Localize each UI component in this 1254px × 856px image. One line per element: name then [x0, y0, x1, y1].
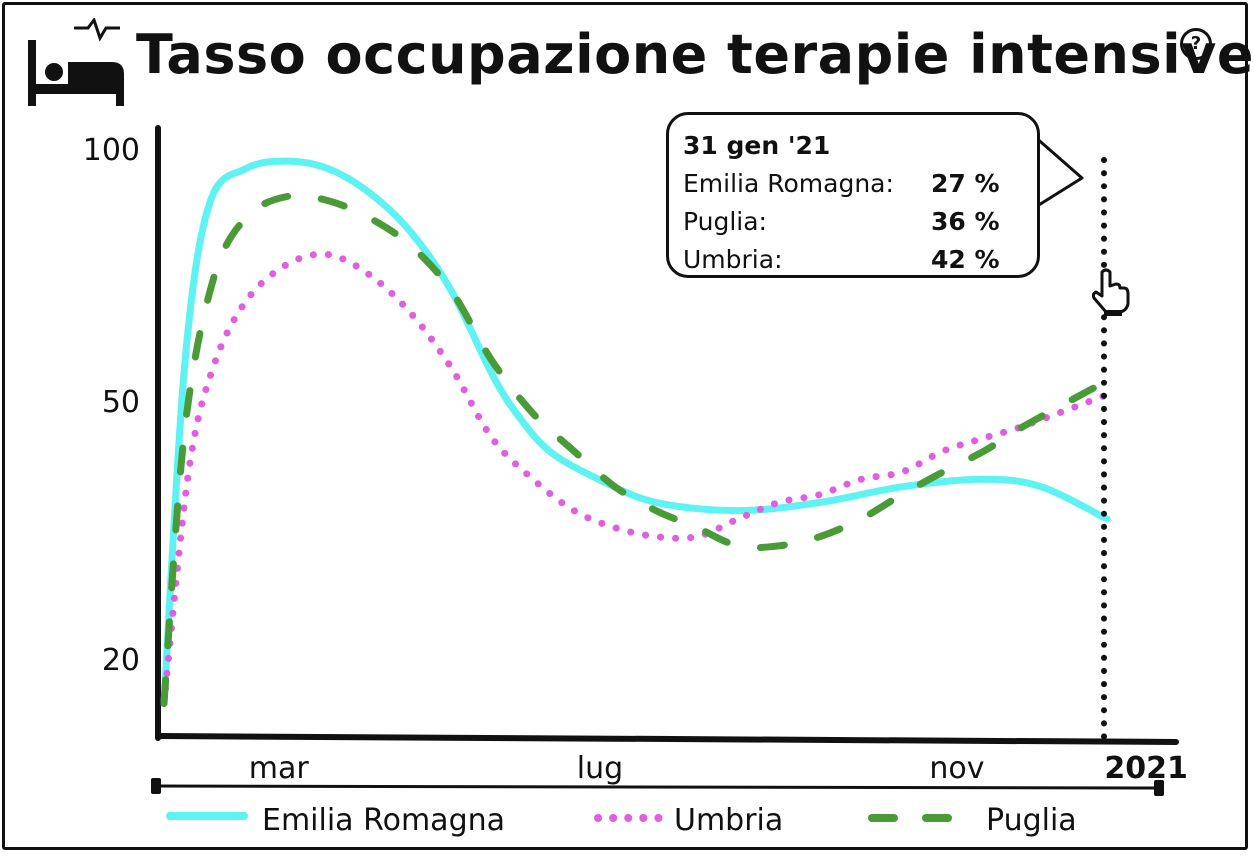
chart-title: Tasso occupazione terapie intensive [136, 23, 1254, 86]
legend: Emilia Romagna Umbria Puglia [166, 803, 1077, 838]
tooltip-row: Puglia: 36 % [683, 207, 1037, 245]
y-tick-label: 100 [83, 133, 140, 168]
legend-label-emilia-romagna: Emilia Romagna [262, 803, 505, 838]
tooltip-row: Emilia Romagna: 27 % [683, 169, 1037, 207]
series-line-emilia-romagna[interactable] [160, 157, 1111, 707]
series-line-puglia[interactable] [160, 191, 1111, 707]
tooltip-pointer [1033, 134, 1084, 210]
y-tick-label: 50 [102, 385, 140, 420]
tooltip-label: Puglia: [683, 207, 767, 236]
tooltip-label: Umbria: [683, 245, 783, 274]
tooltip-date: 31 gen '21 [683, 131, 831, 160]
hand-pointer-icon [1091, 268, 1130, 316]
y-tick-label: 20 [102, 643, 140, 678]
tooltip-value: 27 % [931, 169, 1000, 198]
timeline-handle-right[interactable] [1154, 780, 1164, 796]
legend-label-umbria: Umbria [674, 803, 783, 838]
x-tick-label: 2021 [1104, 751, 1188, 786]
x-axis [155, 733, 1179, 745]
tooltip-value: 42 % [931, 245, 1000, 274]
x-tick-label: nov [929, 751, 984, 786]
hospital-bed-icon [28, 18, 124, 106]
x-tick-label: lug [577, 751, 623, 786]
tooltip: 31 gen '21 Emilia Romagna: 27 % Puglia: … [666, 112, 1040, 278]
tooltip-label: Emilia Romagna: [683, 169, 894, 198]
timeline-line [154, 784, 1161, 790]
legend-label-puglia: Puglia [986, 803, 1077, 838]
x-tick-label: mar [249, 751, 310, 786]
help-icon[interactable]: ? [1180, 28, 1212, 60]
timeline-handle-left[interactable] [151, 778, 161, 794]
tooltip-row: Umbria: 42 % [683, 245, 1037, 283]
tooltip-value: 36 % [931, 207, 1000, 236]
